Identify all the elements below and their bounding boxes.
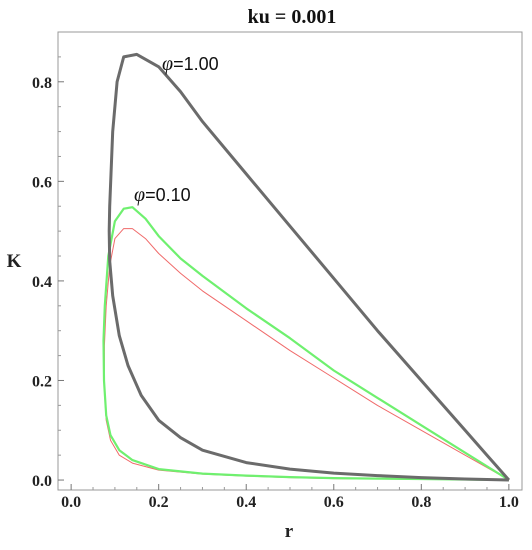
series-line-phi-0-10-green [102, 206, 510, 482]
series-annotation: φ=1.00 [162, 53, 219, 75]
x-tick-label: 0.4 [236, 494, 256, 511]
phi-symbol: φ [134, 184, 145, 206]
y-tick-label: 0.0 [32, 473, 52, 490]
x-tick-label: 1.0 [499, 494, 519, 511]
x-tick-label: 0.6 [324, 494, 344, 511]
x-tick-label: 0.8 [411, 494, 431, 511]
x-axis-title: r [285, 521, 294, 542]
y-axis-title: K [7, 251, 22, 272]
chart-title: ku = 0.001 [248, 6, 337, 28]
annotation-value: =1.00 [173, 54, 219, 74]
series-annotation: φ=0.10 [134, 184, 191, 206]
y-tick-label: 0.2 [32, 373, 52, 390]
series-line-phi-1-00 [107, 52, 511, 482]
plot-frame [57, 31, 523, 491]
x-tick-label: 0.0 [61, 494, 81, 511]
y-tick-label: 0.8 [32, 75, 52, 92]
phi-symbol: φ [162, 53, 173, 75]
y-tick-label: 0.6 [32, 174, 52, 191]
x-tick-label: 0.2 [149, 494, 169, 511]
annotation-value: =0.10 [145, 185, 191, 205]
y-tick-label: 0.4 [32, 274, 52, 291]
